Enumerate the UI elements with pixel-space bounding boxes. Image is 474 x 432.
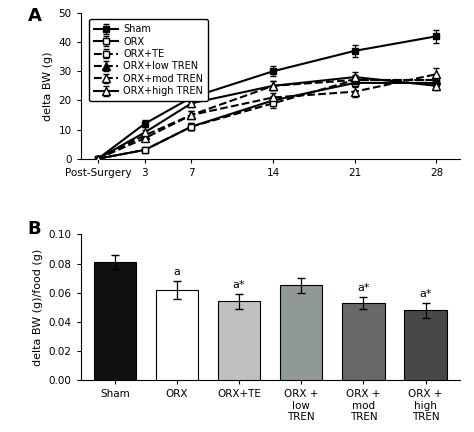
- Bar: [404, 310, 447, 380]
- Bar: [156, 290, 198, 380]
- Y-axis label: delta BW (g)/food (g): delta BW (g)/food (g): [33, 249, 43, 366]
- Y-axis label: delta BW (g): delta BW (g): [43, 51, 53, 121]
- Text: A: A: [27, 7, 41, 25]
- Text: a: a: [173, 267, 181, 277]
- Bar: [280, 286, 322, 380]
- Text: B: B: [27, 220, 41, 238]
- Bar: [94, 262, 136, 380]
- Text: a*: a*: [357, 283, 370, 293]
- Text: a*: a*: [419, 289, 432, 299]
- Bar: [218, 302, 260, 380]
- Bar: [342, 303, 384, 380]
- Legend: Sham, ORX, ORX+TE, ORX+low TREN, ORX+mod TREN, ORX+high TREN: Sham, ORX, ORX+TE, ORX+low TREN, ORX+mod…: [89, 19, 208, 101]
- Text: a*: a*: [233, 280, 246, 290]
